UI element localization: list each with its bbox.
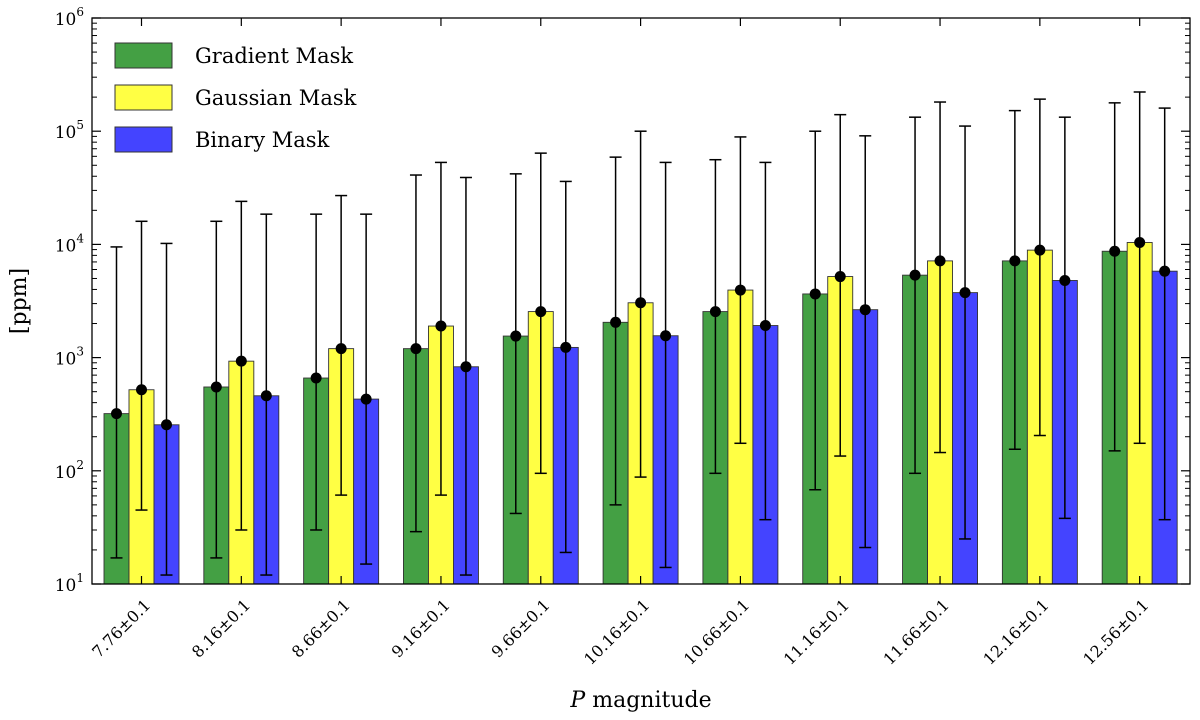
error-bar bbox=[160, 242, 173, 576]
y-axis-label: [ppm] bbox=[7, 268, 32, 334]
data-point bbox=[235, 355, 247, 367]
legend-label: Gradient Mask bbox=[195, 44, 353, 68]
error-bar bbox=[409, 174, 422, 533]
error-bar bbox=[834, 113, 847, 457]
x-tick-label: 9.66±0.1 bbox=[487, 595, 553, 661]
error-bar bbox=[609, 156, 622, 506]
x-tick-label: 7.76±0.1 bbox=[88, 595, 154, 661]
data-point bbox=[1159, 265, 1171, 277]
data-point bbox=[834, 271, 846, 283]
data-point bbox=[709, 306, 721, 318]
error-bar bbox=[534, 152, 547, 475]
y-tick-label: 104 bbox=[55, 231, 85, 256]
data-point bbox=[560, 341, 572, 353]
x-tick-label: 8.66±0.1 bbox=[288, 595, 354, 661]
data-point bbox=[1009, 255, 1021, 267]
y-tick-label: 101 bbox=[55, 571, 84, 596]
legend-swatch bbox=[114, 84, 173, 111]
legend: Gradient Mask Gaussian Mask Binary Mask bbox=[114, 42, 357, 153]
error-bar bbox=[1108, 102, 1121, 452]
error-bar bbox=[459, 176, 472, 576]
data-point bbox=[635, 297, 647, 309]
data-point bbox=[260, 390, 272, 402]
y-tick-label: 106 bbox=[55, 5, 84, 30]
error-bar bbox=[1133, 91, 1146, 445]
error-bar bbox=[110, 246, 123, 559]
data-point bbox=[934, 255, 946, 267]
error-bar bbox=[709, 158, 722, 475]
x-axis-label: P magnitude bbox=[569, 688, 711, 713]
error-bar bbox=[559, 180, 572, 554]
error-bar bbox=[1033, 98, 1046, 437]
data-point bbox=[660, 330, 672, 342]
data-point bbox=[161, 419, 172, 431]
error-bars-layer bbox=[110, 91, 1171, 576]
error-bar bbox=[235, 200, 248, 531]
data-point bbox=[460, 361, 472, 373]
data-point bbox=[759, 320, 771, 332]
legend-item: Gaussian Mask bbox=[114, 84, 357, 111]
data-point bbox=[435, 320, 447, 332]
error-bar bbox=[734, 136, 747, 445]
x-tick-label: 9.16±0.1 bbox=[388, 595, 454, 661]
data-point bbox=[1034, 244, 1046, 256]
data-point bbox=[809, 288, 821, 300]
error-bar bbox=[959, 125, 972, 540]
error-bar bbox=[1008, 109, 1021, 451]
legend-swatch bbox=[114, 126, 173, 153]
legend-item: Gradient Mask bbox=[114, 42, 353, 69]
data-point bbox=[959, 287, 971, 299]
error-bar bbox=[909, 116, 922, 475]
legend-item: Binary Mask bbox=[114, 126, 330, 153]
data-point bbox=[1109, 245, 1121, 257]
data-point bbox=[310, 372, 322, 384]
y-tick-label: 105 bbox=[55, 118, 84, 143]
error-bar bbox=[509, 173, 522, 515]
error-bar bbox=[360, 213, 373, 565]
x-tick-label: 12.16±0.1 bbox=[979, 595, 1052, 668]
data-point bbox=[360, 393, 372, 405]
x-tick-label: 12.56±0.1 bbox=[1079, 595, 1152, 668]
x-tick-label: 10.66±0.1 bbox=[680, 595, 753, 668]
data-point bbox=[1134, 236, 1146, 248]
error-bar bbox=[135, 220, 148, 511]
error-bar bbox=[934, 101, 947, 454]
error-bar bbox=[809, 130, 822, 491]
legend-label: Gaussian Mask bbox=[195, 86, 357, 110]
error-bar bbox=[759, 161, 772, 521]
error-bar bbox=[210, 220, 223, 559]
x-tick-label: 8.16±0.1 bbox=[188, 595, 254, 661]
error-bar bbox=[260, 213, 273, 576]
error-bar bbox=[659, 161, 672, 569]
data-point bbox=[335, 343, 347, 355]
data-point bbox=[111, 408, 122, 420]
error-bar bbox=[634, 130, 647, 478]
error-bar bbox=[859, 135, 872, 549]
data-point bbox=[734, 284, 746, 296]
x-tick-label: 10.16±0.1 bbox=[580, 595, 653, 668]
data-point bbox=[1059, 274, 1071, 286]
data-point bbox=[535, 306, 547, 318]
legend-swatch bbox=[114, 42, 173, 69]
data-point bbox=[909, 269, 921, 281]
legend-label: Binary Mask bbox=[195, 128, 330, 152]
error-bar bbox=[310, 213, 323, 531]
data-point bbox=[510, 330, 522, 342]
error-bar bbox=[434, 161, 447, 496]
data-point bbox=[410, 343, 422, 355]
y-axis: 101 102 103 104 105 106 bbox=[55, 5, 1190, 596]
data-point bbox=[210, 381, 222, 393]
y-tick-label: 102 bbox=[55, 458, 84, 483]
error-bar bbox=[1158, 107, 1171, 521]
y-tick-label: 103 bbox=[55, 345, 84, 370]
x-tick-label: 11.16±0.1 bbox=[780, 595, 853, 668]
error-bar bbox=[1058, 116, 1071, 520]
error-bar bbox=[335, 194, 348, 496]
x-tick-label: 11.66±0.1 bbox=[880, 595, 953, 668]
data-point bbox=[610, 316, 622, 328]
data-point bbox=[136, 384, 147, 396]
data-point bbox=[859, 304, 871, 316]
